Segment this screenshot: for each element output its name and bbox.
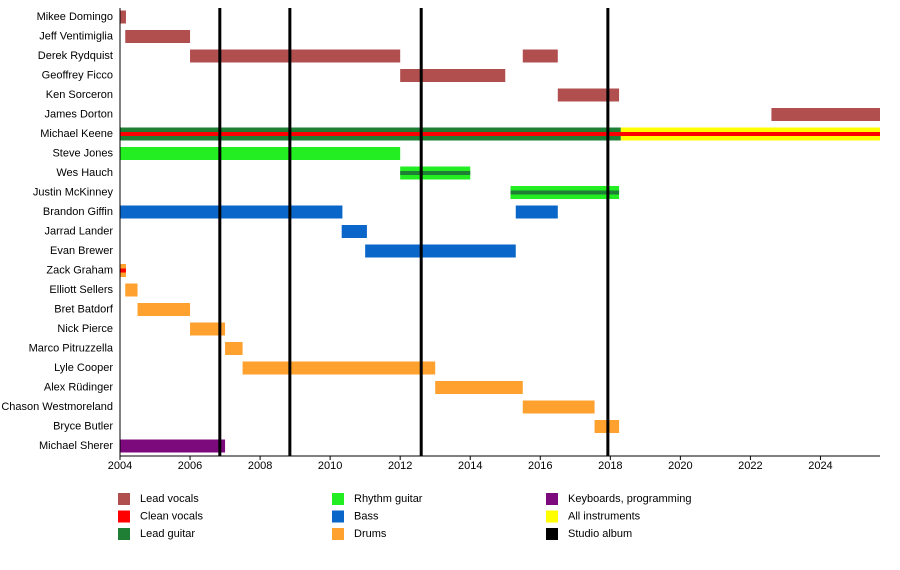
legend-label: Drums bbox=[354, 528, 387, 540]
x-tick-label: 2014 bbox=[458, 460, 482, 472]
legend-swatch bbox=[118, 528, 130, 540]
row-label: Michael Sherer bbox=[39, 440, 113, 452]
row-label: Alex Rüdinger bbox=[44, 381, 113, 393]
bar bbox=[120, 439, 226, 453]
legend-label: Lead guitar bbox=[140, 528, 195, 540]
legend-swatch bbox=[332, 510, 344, 523]
x-tick-label: 2018 bbox=[598, 460, 622, 472]
legend-swatch bbox=[546, 493, 558, 505]
x-tick-label: 2010 bbox=[318, 460, 342, 472]
bar bbox=[365, 244, 516, 258]
x-tick-label: 2006 bbox=[178, 460, 202, 472]
row-label: Mikee Domingo bbox=[37, 11, 113, 23]
legend-label: Keyboards, programming bbox=[568, 493, 692, 505]
legend-swatch bbox=[118, 493, 130, 505]
legend-label: All instruments bbox=[568, 510, 641, 522]
legend-swatch bbox=[332, 493, 344, 505]
bar bbox=[120, 205, 343, 219]
bar bbox=[137, 303, 191, 316]
row-label: Marco Pitruzzella bbox=[29, 342, 114, 354]
row-label: Steve Jones bbox=[52, 147, 113, 159]
row-label: Bret Batdorf bbox=[54, 303, 114, 315]
x-tick-label: 2012 bbox=[388, 460, 412, 472]
row-label: Brandon Giffin bbox=[43, 206, 113, 218]
bar bbox=[522, 49, 558, 63]
row-label: Zack Graham bbox=[46, 264, 113, 276]
x-tick-label: 2022 bbox=[738, 460, 762, 472]
bar bbox=[120, 147, 401, 160]
row-label: Derek Rydquist bbox=[38, 50, 113, 62]
bar bbox=[557, 88, 620, 102]
bar bbox=[120, 10, 126, 24]
bar bbox=[242, 361, 436, 375]
x-tick-label: 2020 bbox=[668, 460, 692, 472]
bar bbox=[190, 49, 401, 63]
bar bbox=[515, 205, 558, 219]
bar bbox=[341, 225, 367, 238]
legend-label: Bass bbox=[354, 510, 379, 522]
legend-label: Clean vocals bbox=[140, 510, 203, 522]
legend-swatch bbox=[546, 510, 558, 523]
row-label: James Dorton bbox=[45, 108, 113, 120]
row-label: Wes Hauch bbox=[56, 167, 113, 179]
bar-overlay bbox=[120, 132, 880, 136]
bar bbox=[522, 400, 595, 414]
row-label: Nick Pierce bbox=[57, 323, 113, 335]
x-tick-label: 2008 bbox=[248, 460, 272, 472]
bar bbox=[190, 322, 226, 336]
bar bbox=[400, 69, 506, 82]
row-label: Jeff Ventimiglia bbox=[39, 30, 114, 42]
row-label: Michael Keene bbox=[40, 128, 113, 140]
bar-overlay bbox=[120, 268, 126, 273]
x-tick-label: 2016 bbox=[528, 460, 552, 472]
row-label: Chason Westmoreland bbox=[1, 401, 113, 413]
row-label: Bryce Butler bbox=[53, 420, 113, 432]
bar bbox=[435, 381, 523, 394]
x-tick-label: 2004 bbox=[108, 460, 132, 472]
row-label: Geoffrey Ficco bbox=[42, 69, 113, 81]
bar bbox=[225, 342, 243, 355]
legend-label: Lead vocals bbox=[140, 493, 199, 505]
row-label: Justin McKinney bbox=[33, 186, 114, 198]
bar-overlay bbox=[510, 190, 620, 195]
legend-swatch bbox=[332, 528, 344, 540]
row-label: Evan Brewer bbox=[50, 245, 113, 257]
legend-label: Rhythm guitar bbox=[354, 493, 423, 505]
legend-swatch bbox=[546, 528, 558, 540]
row-label: Jarrad Lander bbox=[45, 225, 114, 237]
row-label: Lyle Cooper bbox=[54, 362, 113, 374]
legend-swatch bbox=[118, 510, 130, 523]
bar-overlay bbox=[400, 171, 471, 175]
bar bbox=[125, 283, 138, 297]
legend-label: Studio album bbox=[568, 528, 632, 540]
bar bbox=[125, 30, 191, 43]
row-label: Ken Sorceron bbox=[46, 89, 113, 101]
bar bbox=[771, 108, 880, 121]
x-tick-label: 2024 bbox=[808, 460, 832, 472]
row-label: Elliott Sellers bbox=[49, 284, 113, 296]
